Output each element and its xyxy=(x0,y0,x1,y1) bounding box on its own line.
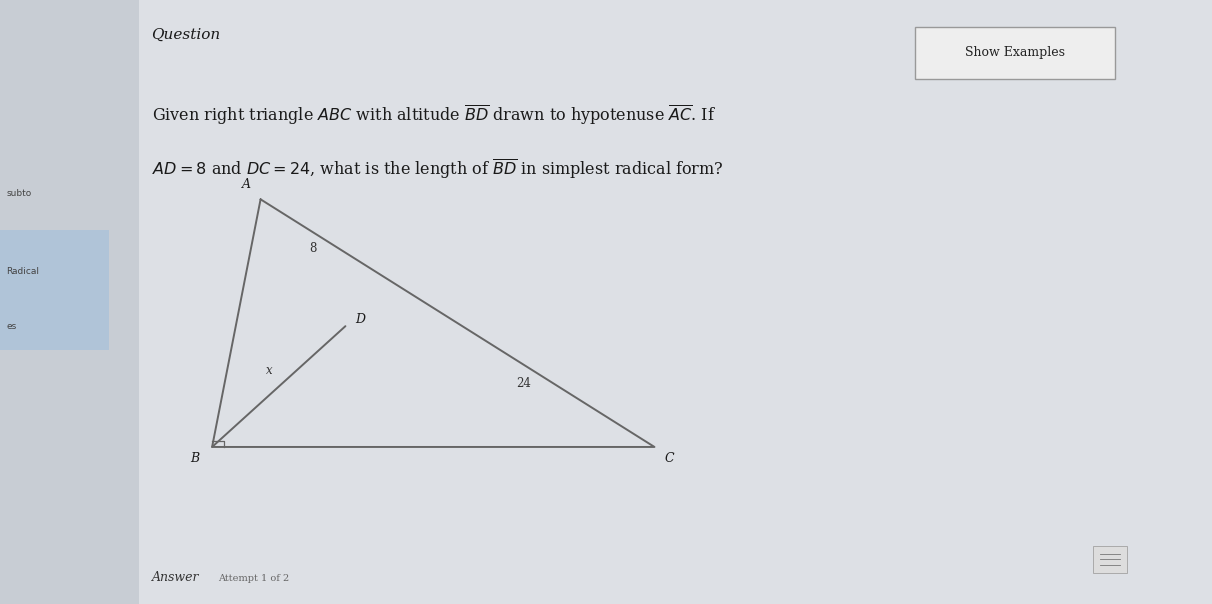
Text: D: D xyxy=(355,312,365,326)
Text: Answer: Answer xyxy=(152,571,199,584)
Text: es: es xyxy=(6,322,16,330)
FancyBboxPatch shape xyxy=(1093,546,1127,573)
FancyBboxPatch shape xyxy=(0,230,109,350)
Text: subto: subto xyxy=(6,189,32,198)
Text: B: B xyxy=(190,452,200,465)
Text: 24: 24 xyxy=(516,376,531,390)
Text: $AD = 8$ and $DC = 24$, what is the length of $\overline{BD}$ in simplest radica: $AD = 8$ and $DC = 24$, what is the leng… xyxy=(152,157,724,181)
Text: A: A xyxy=(241,178,251,191)
Text: Question: Question xyxy=(152,28,221,42)
Text: Given right triangle $ABC$ with altitude $\overline{BD}$ drawn to hypotenuse $\o: Given right triangle $ABC$ with altitude… xyxy=(152,103,716,127)
FancyBboxPatch shape xyxy=(139,0,1212,604)
Text: Radical: Radical xyxy=(6,268,39,276)
FancyBboxPatch shape xyxy=(915,27,1115,79)
Text: 8: 8 xyxy=(309,242,316,255)
Text: C: C xyxy=(664,452,674,465)
Text: Show Examples: Show Examples xyxy=(965,47,1065,59)
Text: x: x xyxy=(265,364,273,378)
Text: Attempt 1 of 2: Attempt 1 of 2 xyxy=(218,574,290,583)
